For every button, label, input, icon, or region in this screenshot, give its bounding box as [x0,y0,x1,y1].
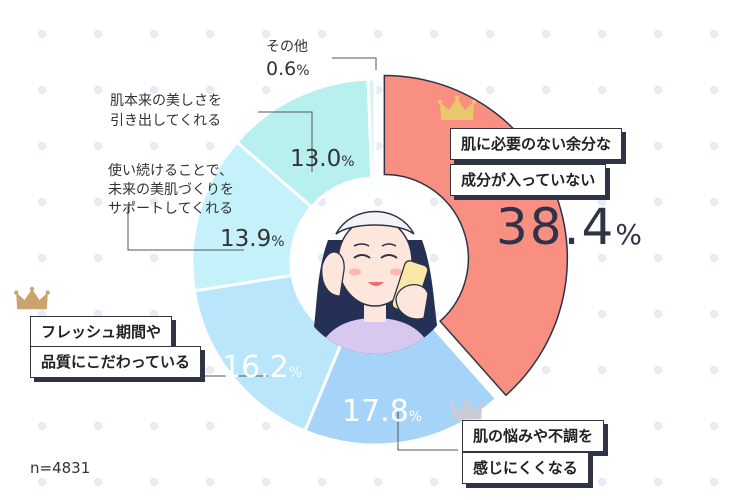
eye-right [380,254,398,259]
top1-label-line2: 成分が入っていない [450,164,607,196]
top2-percent-value: 17.8 [342,394,409,429]
cat4-label-line3: サポートしてくれる [108,201,234,217]
leader-line-skin-trouble [397,412,458,451]
donut-slice-4 [190,139,314,293]
cat5-percent-value: 13.0 [290,146,342,172]
cat4-label-line2: 未来の美肌づくりを [108,182,234,198]
bronze-crown-icon [14,287,50,310]
gold-crown-icon [438,96,476,120]
cat6-label: その他 [266,39,308,55]
eyebrow-left [353,243,370,247]
cheek-right [390,268,402,276]
percent-unit: % [288,365,303,381]
top1-label-line1: 肌に必要のない余分な [450,128,623,160]
top1-percent: 38.4% [496,198,642,256]
top2-label-line2: 感じにくくなる [462,452,589,484]
woman-illustration [300,210,452,354]
top1-percent-value: 38.4 [496,198,616,256]
sample-size: n=4831 [30,459,91,477]
hand-left [321,251,345,297]
top3-label-line2: 品質にこだわっている [30,346,201,378]
top2-percent: 17.8% [342,394,422,429]
cat4-percent-value: 13.9 [220,226,272,252]
hand-right [395,284,429,320]
cat6-percent-value: 0.6 [266,58,297,80]
cat6-percent: 0.6% [266,58,310,80]
cat5-label-line2: 引き出してくれる [110,113,222,129]
eye-left [353,254,371,259]
cat5-percent: 13.0% [290,146,355,172]
percent-unit: % [615,218,642,251]
top3-percent-value: 16.2 [222,350,289,385]
leader-line-future-skin [127,206,244,251]
top3-percent: 16.2% [222,350,302,385]
headband [335,210,415,235]
cat4-percent: 13.9% [220,226,285,252]
cheek-left [349,268,361,276]
leader-line-natural-beauty [258,111,313,172]
eyebrow-right [381,243,397,247]
percent-unit: % [341,154,355,170]
top3-label-line1: フレッシュ期間や [30,316,173,348]
cat4-label-line1: 使い続けることで、 [108,163,234,179]
silver-crown-icon [450,398,484,420]
leader-line-other [332,57,377,70]
top2-label-line1: 肌の悩みや不調を [462,420,605,452]
percent-unit: % [296,63,310,79]
mouth [368,282,384,286]
donut-slice-5 [234,77,374,210]
percent-unit: % [271,234,285,250]
sweater [314,318,436,354]
donut-slice-6 [366,77,377,180]
cat5-label-line1: 肌本来の美しさを [110,93,222,109]
percent-unit: % [408,409,423,425]
